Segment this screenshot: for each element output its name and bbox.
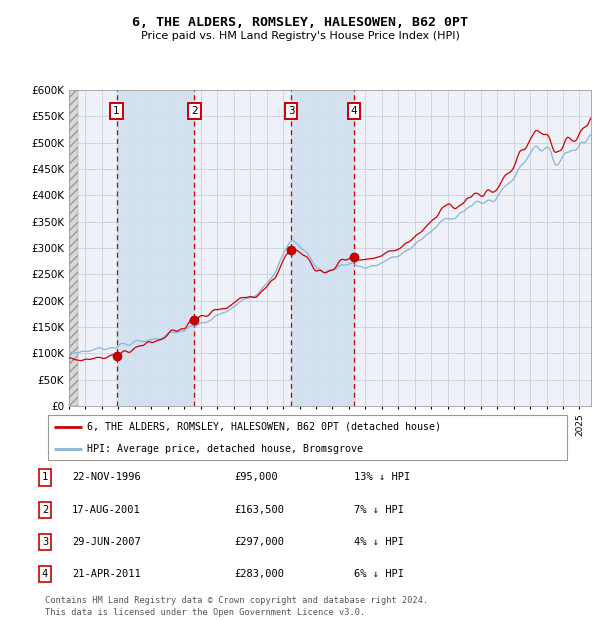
Bar	[116, 90, 194, 406]
Bar	[69, 90, 78, 406]
Text: £283,000: £283,000	[234, 569, 284, 579]
Bar	[69, 90, 78, 406]
Text: 6, THE ALDERS, ROMSLEY, HALESOWEN, B62 0PT: 6, THE ALDERS, ROMSLEY, HALESOWEN, B62 0…	[132, 16, 468, 29]
Text: 17-AUG-2001: 17-AUG-2001	[72, 505, 141, 515]
Text: 1: 1	[113, 106, 120, 116]
Text: Contains HM Land Registry data © Crown copyright and database right 2024.
This d: Contains HM Land Registry data © Crown c…	[45, 596, 428, 617]
Text: 4: 4	[350, 106, 357, 116]
Text: 13% ↓ HPI: 13% ↓ HPI	[354, 472, 410, 482]
Text: Price paid vs. HM Land Registry's House Price Index (HPI): Price paid vs. HM Land Registry's House …	[140, 31, 460, 41]
Text: 3: 3	[42, 537, 48, 547]
Text: 4% ↓ HPI: 4% ↓ HPI	[354, 537, 404, 547]
FancyBboxPatch shape	[47, 415, 568, 460]
Text: 22-NOV-1996: 22-NOV-1996	[72, 472, 141, 482]
Text: £163,500: £163,500	[234, 505, 284, 515]
Text: 4: 4	[42, 569, 48, 579]
Text: £95,000: £95,000	[234, 472, 278, 482]
Text: 3: 3	[288, 106, 295, 116]
Text: HPI: Average price, detached house, Bromsgrove: HPI: Average price, detached house, Brom…	[87, 444, 363, 454]
Text: £297,000: £297,000	[234, 537, 284, 547]
Text: 1: 1	[42, 472, 48, 482]
Text: 21-APR-2011: 21-APR-2011	[72, 569, 141, 579]
Text: 29-JUN-2007: 29-JUN-2007	[72, 537, 141, 547]
Text: 2: 2	[42, 505, 48, 515]
Text: 6, THE ALDERS, ROMSLEY, HALESOWEN, B62 0PT (detached house): 6, THE ALDERS, ROMSLEY, HALESOWEN, B62 0…	[87, 422, 441, 432]
Text: 7% ↓ HPI: 7% ↓ HPI	[354, 505, 404, 515]
Text: 6% ↓ HPI: 6% ↓ HPI	[354, 569, 404, 579]
Text: 2: 2	[191, 106, 198, 116]
Bar	[291, 90, 354, 406]
